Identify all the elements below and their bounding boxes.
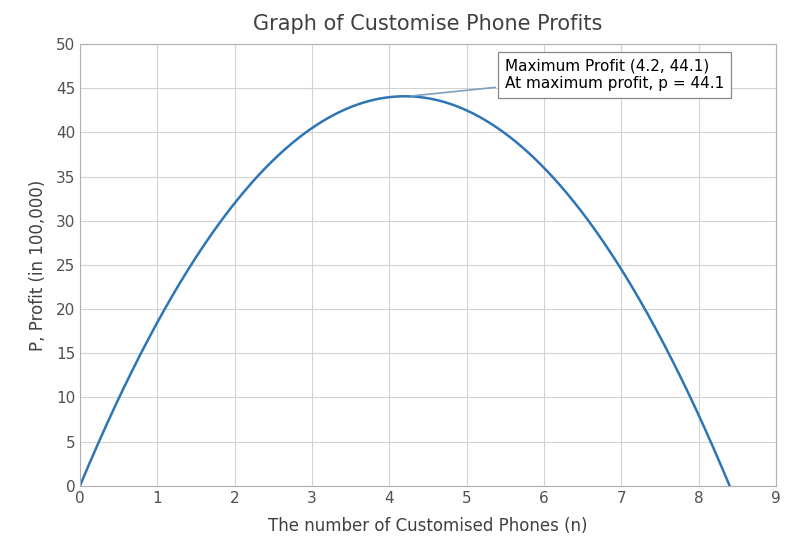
Text: Maximum Profit (4.2, 44.1)
At maximum profit, p = 44.1: Maximum Profit (4.2, 44.1) At maximum pr… bbox=[411, 59, 725, 96]
X-axis label: The number of Customised Phones (n): The number of Customised Phones (n) bbox=[268, 517, 588, 535]
Y-axis label: P, Profit (in 100,000): P, Profit (in 100,000) bbox=[30, 179, 47, 351]
Title: Graph of Customise Phone Profits: Graph of Customise Phone Profits bbox=[254, 14, 602, 34]
